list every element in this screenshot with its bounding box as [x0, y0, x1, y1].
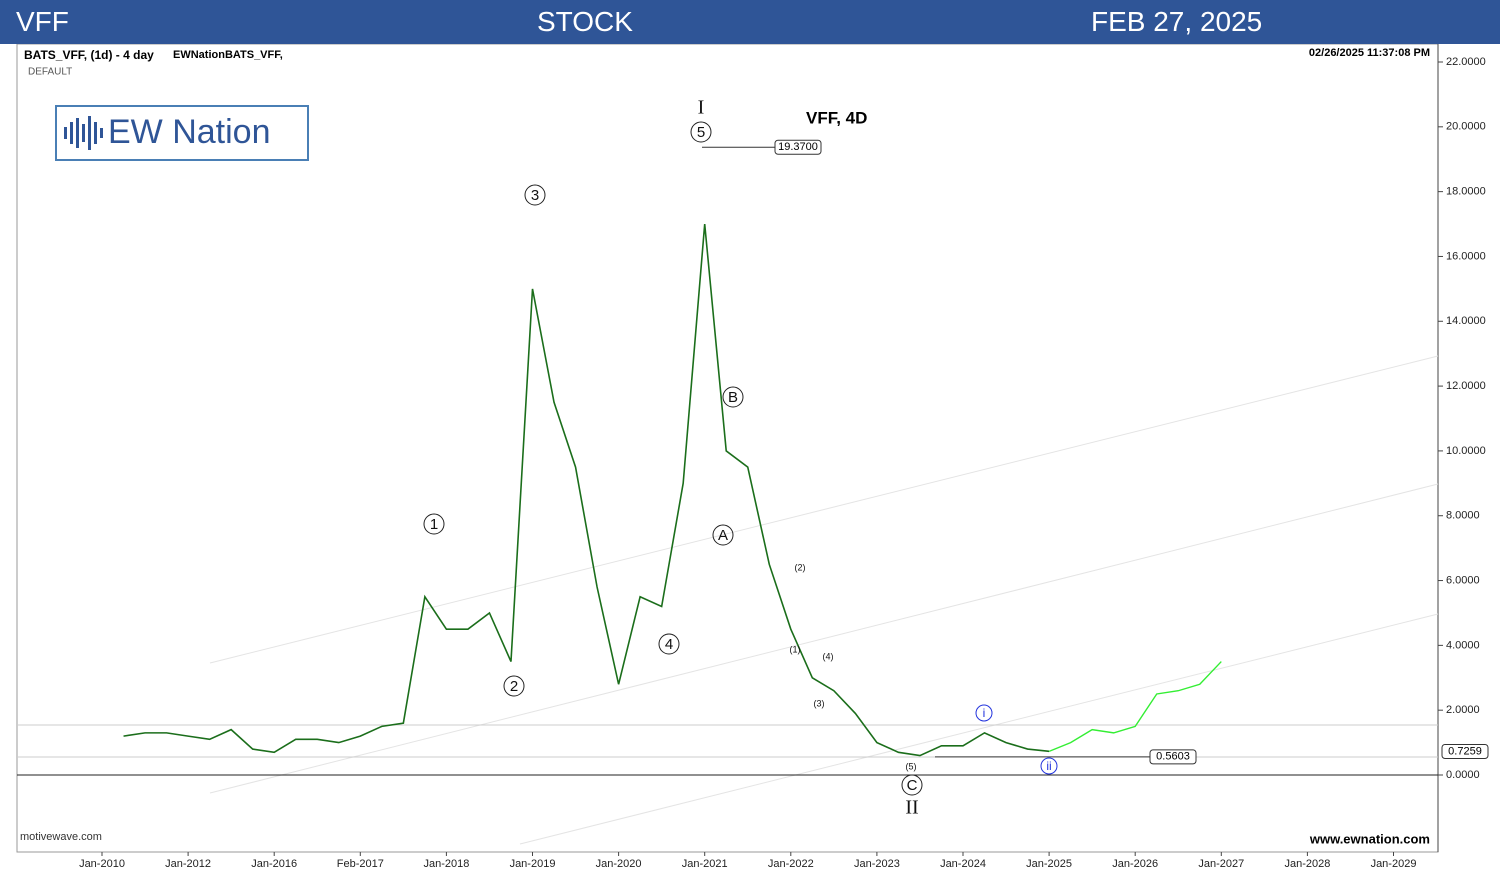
logo-box — [55, 105, 309, 161]
y-tick-label: 16.0000 — [1446, 250, 1486, 262]
wave-circle — [712, 524, 734, 546]
header-center: STOCK — [537, 6, 633, 37]
header-left: VFF — [16, 6, 69, 37]
price-tag — [774, 139, 822, 155]
wave-label: 2 — [510, 678, 518, 695]
y-tick-label: 18.0000 — [1446, 186, 1486, 198]
y-tick-label: 12.0000 — [1446, 380, 1486, 392]
y-tick-label: 22.0000 — [1446, 56, 1486, 68]
x-tick-label: Jan-2020 — [596, 858, 642, 870]
study: EWNationBATS_VFF, — [173, 49, 283, 61]
wave-label: (5) — [906, 761, 917, 771]
price-line — [1048, 661, 1222, 752]
x-tick-label: Jan-2028 — [1284, 858, 1330, 870]
logo-icon — [64, 116, 103, 150]
chart: BATS_VFF, (1d) - 4 day EWNationBATS_VFF,… — [16, 44, 1489, 870]
x-tick-label: Feb-2017 — [337, 858, 384, 870]
symbol: BATS_VFF, (1d) - 4 day — [24, 48, 154, 62]
channel-line — [209, 355, 1439, 664]
price-tag-label: 19.3700 — [778, 141, 818, 153]
x-tick-label: Jan-2016 — [251, 858, 297, 870]
template: DEFAULT — [28, 67, 72, 78]
source: motivewave.com — [20, 831, 102, 843]
y-tick-label: 6.0000 — [1446, 574, 1480, 586]
x-tick-label: Jan-2029 — [1371, 858, 1417, 870]
wave-circle — [690, 121, 712, 143]
x-tick-label: Jan-2019 — [510, 858, 556, 870]
x-tick-label: Jan-2021 — [682, 858, 728, 870]
price-line — [123, 223, 1050, 757]
y-tick-label: 4.0000 — [1446, 639, 1480, 651]
wave-label: 4 — [665, 636, 673, 653]
wave-label: C — [907, 777, 918, 794]
y-tick-label: 8.0000 — [1446, 510, 1480, 522]
x-tick-label: Jan-2012 — [165, 858, 211, 870]
price-tag — [1149, 749, 1197, 765]
y-tick-label: 20.0000 — [1446, 121, 1486, 133]
x-tick-label: Jan-2023 — [854, 858, 900, 870]
channel-line — [519, 613, 1439, 845]
y-tick-label: 2.0000 — [1446, 704, 1480, 716]
channel-line — [209, 483, 1439, 794]
y-tick-label: 14.0000 — [1446, 315, 1486, 327]
x-tick-label: Jan-2027 — [1198, 858, 1244, 870]
wave-label: A — [718, 527, 728, 544]
wave-label: I — [698, 97, 705, 119]
wave-circle — [722, 386, 744, 408]
wave-circle — [423, 513, 445, 535]
header-bar: VFF STOCK FEB 27, 2025 — [0, 0, 1500, 44]
wave-circle — [658, 633, 680, 655]
wave-label: (4) — [823, 651, 834, 661]
x-tick-label: Jan-2024 — [940, 858, 986, 870]
y-tick-label: 0.0000 — [1446, 769, 1480, 781]
wave-circle — [1040, 757, 1058, 775]
wave-circle — [975, 704, 993, 722]
wave-label: 1 — [430, 516, 438, 533]
wave-label: II — [905, 797, 918, 819]
wave-label: (2) — [795, 562, 806, 572]
price-tag-label: 0.5603 — [1156, 751, 1190, 763]
y-tick-label: 10.0000 — [1446, 445, 1486, 457]
wave-label: (1) — [790, 644, 801, 654]
x-tick-label: Jan-2026 — [1112, 858, 1158, 870]
price-tag-label: 0.7259 — [1448, 745, 1482, 757]
wave-circle — [901, 774, 923, 796]
wave-label: 3 — [531, 187, 539, 204]
wave-label: i — [983, 706, 986, 720]
x-tick-label: Jan-2018 — [423, 858, 469, 870]
wave-circle — [503, 675, 525, 697]
x-tick-label: Jan-2025 — [1026, 858, 1072, 870]
website: www.ewnation.com — [1309, 831, 1430, 846]
plot-frame — [16, 44, 1439, 853]
logo-text: EW Nation — [108, 113, 271, 151]
chart-title: VFF, 4D — [806, 108, 867, 127]
x-tick-label: Jan-2022 — [768, 858, 814, 870]
header-right: FEB 27, 2025 — [1091, 6, 1263, 37]
price-tag — [1441, 743, 1489, 759]
wave-circle — [524, 184, 546, 206]
wave-label: 5 — [697, 124, 705, 141]
wave-label: (3) — [814, 698, 825, 708]
x-tick-label: Jan-2010 — [79, 858, 125, 870]
wave-label: ii — [1046, 759, 1051, 773]
wave-label: B — [728, 389, 738, 406]
timestamp: 02/26/2025 11:37:08 PM — [1309, 47, 1430, 59]
